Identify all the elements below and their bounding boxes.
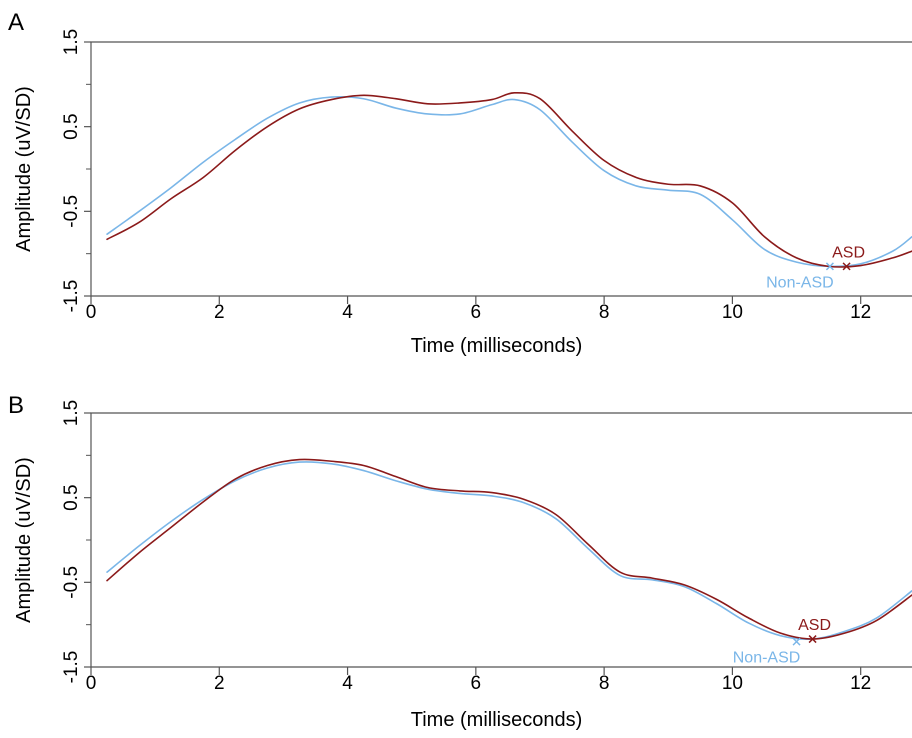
y-axis-title: Amplitude (uV/SD) — [13, 457, 35, 623]
x-tick-label: 2 — [214, 673, 225, 694]
marker-label-non-asd: Non-ASD — [733, 650, 801, 667]
marker-label-non-asd: Non-ASD — [766, 274, 834, 291]
x-axis-title: Time (milliseconds) — [411, 335, 583, 357]
plot-frame — [90, 412, 912, 668]
y-tick-label: 0.5 — [61, 484, 82, 510]
x-tick-label: 4 — [342, 302, 353, 323]
x-tick-label: 4 — [342, 673, 353, 694]
x-tick-label: 12 — [850, 302, 871, 323]
min-marker-asd — [808, 635, 817, 644]
x-tick-label: 6 — [471, 673, 482, 694]
min-marker-non-asd — [792, 637, 801, 646]
x-tick-label: 8 — [599, 302, 610, 323]
x-tick-label: 10 — [722, 673, 743, 694]
y-tick-label: -0.5 — [61, 195, 82, 228]
series-line-asd — [106, 91, 912, 268]
x-tick-label: 12 — [850, 673, 871, 694]
series-line-non-asd — [106, 461, 912, 641]
y-tick-label: 1.5 — [61, 400, 82, 426]
panel-label: B — [8, 392, 24, 419]
y-tick-label: 0.5 — [61, 113, 82, 139]
panel-a: A 0 2 4 6 8 10 12 -1.5 -0.5 0.5 1.5 Time (millisecon… — [8, 9, 912, 357]
y-tick-label: -0.5 — [61, 566, 82, 599]
series-line-non-asd — [106, 95, 912, 268]
panel-label: A — [8, 9, 24, 36]
y-axis-title: Amplitude (uV/SD) — [13, 86, 35, 252]
x-tick-label: 0 — [86, 673, 97, 694]
y-tick-label: -1.5 — [61, 280, 82, 313]
marker-label-asd: ASD — [832, 244, 865, 261]
y-tick-label: 1.5 — [61, 29, 82, 55]
panel-b: B 0 2 4 6 8 10 12 -1.5 -0.5 0.5 1.5 Time (millisecon… — [8, 392, 912, 731]
x-tick-label: 8 — [599, 673, 610, 694]
y-tick-label: -1.5 — [61, 651, 82, 684]
x-tick-label: 2 — [214, 302, 225, 323]
marker-label-asd: ASD — [798, 617, 831, 634]
x-axis-title: Time (milliseconds) — [411, 709, 583, 731]
min-marker-non-asd — [825, 262, 834, 271]
x-tick-label: 6 — [471, 302, 482, 323]
series-line-asd — [106, 458, 912, 640]
x-tick-label: 0 — [86, 302, 97, 323]
x-tick-label: 10 — [722, 302, 743, 323]
min-marker-asd — [842, 262, 851, 271]
